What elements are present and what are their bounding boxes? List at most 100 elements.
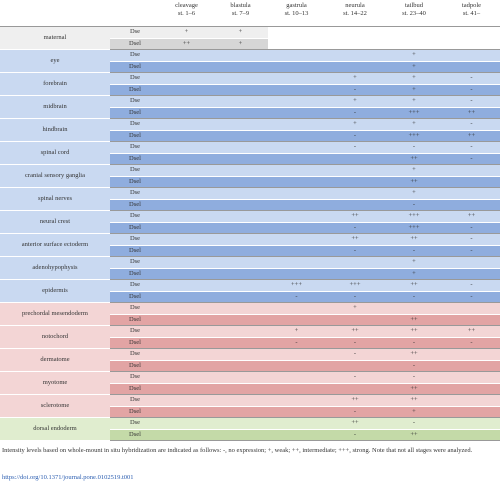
level-cell (160, 314, 213, 326)
gene-cell: Dse (110, 233, 160, 246)
level-cell (268, 141, 325, 154)
level-cell (160, 337, 213, 349)
table-note: Intensity levels based on whole-mount in… (2, 447, 473, 454)
gene-cell: Dse (110, 72, 160, 85)
level-cell (385, 302, 443, 315)
level-cell: +++ (385, 107, 443, 119)
level-cell (213, 176, 268, 188)
table-row: Dsel - (0, 360, 500, 372)
stage-header: tailbud st. 23–40 (385, 0, 443, 27)
level-cell (160, 164, 213, 177)
level-cell (443, 187, 500, 200)
tissue-cell: notochord (0, 325, 110, 349)
level-cell: ++ (160, 38, 213, 50)
table-row: Dsel + (0, 61, 500, 73)
level-cell (160, 429, 213, 441)
level-cell (268, 360, 325, 372)
level-cell: + (325, 95, 385, 108)
level-cell (160, 222, 213, 234)
level-cell (213, 84, 268, 96)
tissue-cell: anterior surface ectoderm (0, 233, 110, 257)
level-cell: ++ (325, 325, 385, 338)
level-cell (160, 49, 213, 62)
tissue-cell: epidermis (0, 279, 110, 303)
gene-cell: Dsel (110, 360, 160, 372)
level-cell: + (325, 302, 385, 315)
level-cell: + (385, 187, 443, 200)
level-cell: - (385, 199, 443, 211)
table-row: Dsel + (0, 268, 500, 280)
level-cell (213, 141, 268, 154)
gene-cell: Dse (110, 187, 160, 200)
level-cell (268, 222, 325, 234)
level-cell: ++ (385, 176, 443, 188)
level-cell (443, 199, 500, 211)
gene-cell: Dsel (110, 107, 160, 119)
gene-cell: Dsel (110, 38, 160, 50)
level-cell: - (443, 153, 500, 165)
level-cell (160, 210, 213, 223)
level-cell (160, 72, 213, 85)
level-cell: ++ (385, 314, 443, 326)
table-row: myotome Dse - - (0, 371, 500, 395)
level-cell (160, 394, 213, 407)
tissue-cell: eye (0, 49, 110, 73)
table-row: Dsel - + (0, 406, 500, 418)
table-row: spinal cord Dse - - - (0, 141, 500, 165)
gene-cell: Dsel (110, 61, 160, 73)
level-cell (268, 406, 325, 418)
table-body: maternal Dse + + Dsel ++ + eye Dse + Dsel + forebrai… (0, 26, 500, 441)
table-row: prechordal mesendoderm Dse + (0, 302, 500, 326)
doi-link[interactable]: https://doi.org/10.1371/journal.pone.010… (2, 474, 134, 481)
gene-cell: Dse (110, 118, 160, 131)
table-row: Dsel - - - (0, 245, 500, 257)
level-cell: - (325, 371, 385, 384)
level-cell (443, 38, 500, 50)
level-cell: ++ (385, 348, 443, 361)
table-row: Dsel ++ + (0, 38, 500, 50)
level-cell (268, 95, 325, 108)
level-cell (213, 314, 268, 326)
level-cell (443, 417, 500, 430)
level-cell (268, 210, 325, 223)
level-cell (213, 107, 268, 119)
stage-range: st. 7–9 (231, 10, 250, 17)
level-cell (213, 325, 268, 338)
level-cell: + (385, 72, 443, 85)
stage-range: st. 14–22 (343, 10, 367, 17)
level-cell (160, 118, 213, 131)
level-cell (443, 429, 500, 441)
level-cell: - (325, 406, 385, 418)
level-cell (160, 199, 213, 211)
level-cell: - (385, 245, 443, 257)
level-cell: - (268, 291, 325, 303)
level-cell (268, 61, 325, 73)
stage-name: neurula (345, 2, 365, 9)
level-cell (213, 371, 268, 384)
level-cell: - (385, 417, 443, 430)
level-cell: ++ (385, 279, 443, 292)
level-cell (325, 26, 385, 39)
level-cell (325, 199, 385, 211)
level-cell (325, 314, 385, 326)
gene-cell: Dsel (110, 199, 160, 211)
stage-header: neurula st. 14–22 (325, 0, 385, 27)
level-cell (213, 130, 268, 142)
level-cell (213, 164, 268, 177)
table-row: maternal Dse + + (0, 26, 500, 50)
table-row: Dsel - + - (0, 84, 500, 96)
gene-cell: Dse (110, 325, 160, 338)
level-cell: + (213, 38, 268, 50)
level-cell (443, 314, 500, 326)
level-cell: - (443, 72, 500, 85)
level-cell (268, 38, 325, 50)
table-row: Dsel ++ (0, 314, 500, 326)
blank-header (110, 0, 160, 27)
level-cell: - (443, 118, 500, 131)
gene-cell: Dse (110, 302, 160, 315)
level-cell (443, 371, 500, 384)
gene-cell: Dsel (110, 222, 160, 234)
level-cell: ++ (385, 429, 443, 441)
tissue-cell: hindbrain (0, 118, 110, 142)
